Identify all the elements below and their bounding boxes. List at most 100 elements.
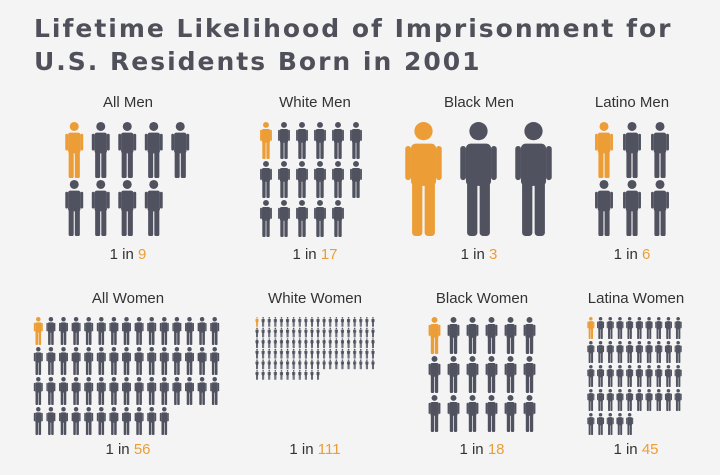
person-icon [298,359,302,370]
person-icon [332,122,344,159]
group-label: Black Women [435,290,529,307]
person-icon [523,395,536,432]
person-icon [147,407,157,435]
person-icon [606,365,614,387]
person-icon [334,359,338,370]
person-icon [159,317,169,345]
person-icon [597,413,605,435]
person-icon [273,317,277,327]
group-label: Black Men [443,94,515,111]
ratio-label: 1 in 3 [460,246,498,263]
chart-title: Lifetime Likelihood of Imprisonment for … [34,12,672,78]
person-icon [485,356,498,393]
person-icon [616,413,624,435]
person-icon [279,317,284,327]
person-icon [59,377,68,405]
ratio-label: 1 in 9 [109,246,147,263]
person-icon [623,122,641,178]
person-icon [597,365,605,387]
person-icon [279,338,284,348]
person-icon [84,377,94,405]
pictogram-all-men [65,122,190,236]
person-icon [635,317,643,339]
pictogram-black-men [405,122,552,236]
person-icon [314,122,326,159]
person-icon [310,317,314,327]
person-icon [185,317,194,345]
person-icon [310,359,314,370]
person-icon [460,122,497,236]
panel-black-women: Black Women 1 in 18 [412,290,552,465]
person-icon [122,407,131,435]
person-icon [371,317,375,327]
person-icon [655,317,663,339]
person-icon [118,180,137,236]
panel-latino-men: Latino Men 1 in 6 [582,94,682,269]
person-icon [655,365,663,387]
pictogram-white-women [255,317,375,380]
person-icon [626,389,634,411]
group-label: All Women [91,290,165,307]
person-icon [46,377,56,405]
person-icon [350,161,362,198]
person-icon [504,317,517,354]
person-icon [33,407,43,435]
person-icon [260,200,272,237]
person-icon [371,348,375,359]
person-icon [428,356,441,393]
person-icon [109,317,119,345]
person-icon [96,347,106,375]
person-icon [587,413,595,435]
ratio-value: 18 [487,441,505,458]
person-icon [285,327,290,338]
person-icon [322,317,326,327]
person-icon [346,359,351,370]
person-icon [623,180,641,236]
person-icon-highlighted [587,317,595,339]
person-icon [447,317,460,354]
person-icon [328,338,332,348]
ratio-value: 17 [320,246,338,263]
person-icon [304,359,308,370]
person-icon-highlighted [405,122,442,236]
person-icon [322,327,326,338]
person-icon [267,338,271,348]
person-icon [147,347,157,375]
person-icon [310,338,314,348]
person-icon [664,341,672,363]
person-icon [595,180,613,236]
person-icon [210,377,220,405]
group-label: White Men [279,94,351,111]
group-label: White Women [268,290,362,307]
person-icon [255,338,259,348]
person-icon [655,389,663,411]
person-icon [134,317,144,345]
person-icon [332,200,344,237]
ratio-label: 1 in 18 [459,441,505,458]
person-icon [523,317,536,354]
panel-all-women: All Women 1 in 56 [28,290,228,465]
person-icon [33,347,43,375]
person-icon [310,370,314,380]
person-icon [353,317,357,327]
person-icon [273,338,277,348]
person-icon [316,327,320,338]
person-icon [267,359,271,370]
person-icon [587,365,595,387]
person-icon [261,359,265,370]
person-icon [626,317,634,339]
person-icon [267,327,271,338]
person-icon [298,370,302,380]
person-icon [346,317,351,327]
person-icon [365,338,369,348]
person-icon [298,327,302,338]
person-icon [635,341,643,363]
person-icon [587,341,595,363]
person-icon [314,161,326,198]
person-icon [298,348,302,359]
person-icon [279,327,284,338]
person-icon [285,348,290,359]
person-icon [260,161,272,198]
person-icon [359,338,363,348]
person-icon [172,377,182,405]
